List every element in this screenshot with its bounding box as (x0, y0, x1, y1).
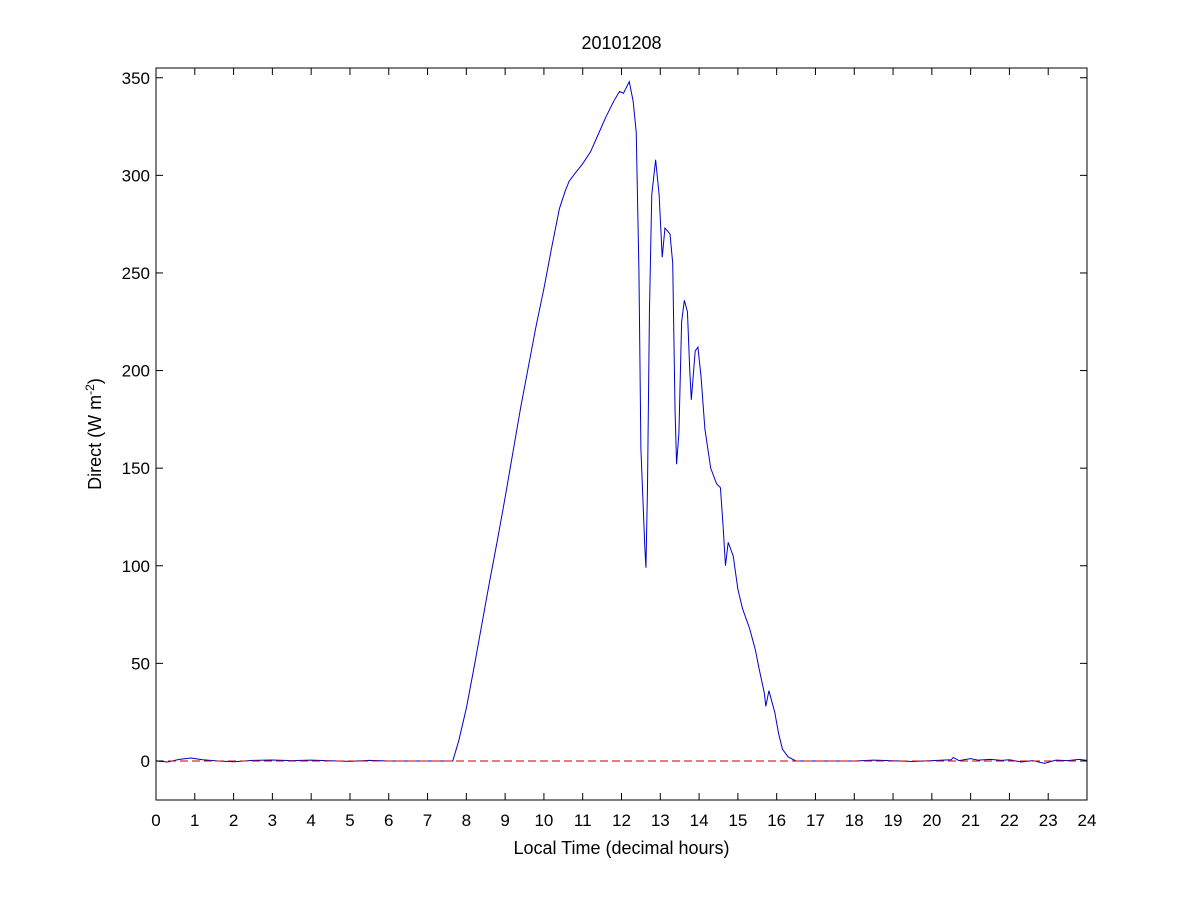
x-tick-label: 5 (345, 811, 354, 830)
x-tick-label: 8 (462, 811, 471, 830)
x-tick-label: 7 (423, 811, 432, 830)
x-tick-label: 17 (806, 811, 825, 830)
x-tick-label: 15 (728, 811, 747, 830)
x-tick-label: 19 (884, 811, 903, 830)
x-tick-label: 18 (845, 811, 864, 830)
x-tick-label: 1 (190, 811, 199, 830)
y-axis-label-superscript: -2 (83, 384, 97, 395)
y-tick-label: 100 (122, 557, 150, 576)
y-tick-label: 350 (122, 69, 150, 88)
x-tick-label: 23 (1039, 811, 1058, 830)
y-axis-label-base: Direct (W m (85, 395, 105, 490)
y-tick-label: 300 (122, 166, 150, 185)
x-tick-label: 11 (574, 811, 592, 830)
y-tick-label: 200 (122, 362, 150, 381)
y-axis-label-closing: ) (85, 378, 105, 384)
x-axis-ticks: 0 1 2 3 4 5 6 7 8 9 10 11 12 13 14 15 16 17 18 19 20 21 22 23 24 (151, 68, 1096, 830)
x-tick-label: 16 (767, 811, 786, 830)
x-tick-label: 24 (1078, 811, 1097, 830)
x-tick-label: 3 (268, 811, 277, 830)
x-tick-label: 10 (534, 811, 553, 830)
x-tick-label: 21 (961, 811, 980, 830)
x-tick-label: 4 (306, 811, 315, 830)
x-tick-label: 6 (384, 811, 393, 830)
x-tick-label: 0 (151, 811, 160, 830)
y-tick-label: 250 (122, 264, 150, 283)
y-axis-ticks: 0 50 100 150 200 250 300 350 (122, 69, 1087, 771)
x-tick-label: 2 (229, 811, 238, 830)
y-axis-label: Direct (W m-2) (83, 378, 105, 490)
x-tick-label: 9 (500, 811, 509, 830)
x-tick-label: 22 (1000, 811, 1019, 830)
x-axis-label: Local Time (decimal hours) (513, 838, 729, 858)
plot-area (156, 68, 1087, 800)
x-tick-label: 13 (651, 811, 670, 830)
chart-title: 20101208 (581, 33, 661, 53)
y-tick-label: 50 (131, 654, 150, 673)
x-tick-label: 12 (612, 811, 631, 830)
x-tick-label: 14 (690, 811, 709, 830)
y-tick-label: 150 (122, 459, 150, 478)
x-tick-label: 20 (922, 811, 941, 830)
y-tick-label: 0 (141, 752, 150, 771)
series-layer (156, 80, 1087, 764)
